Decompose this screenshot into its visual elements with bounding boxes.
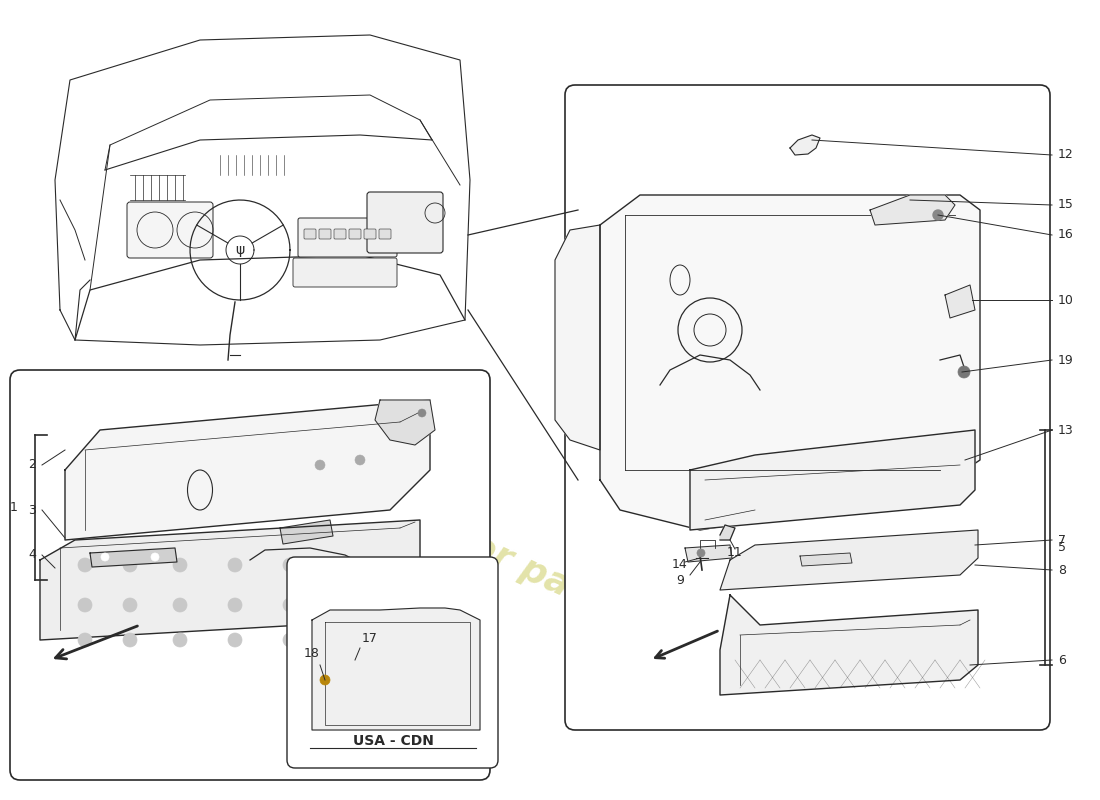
Text: 17: 17 [362, 632, 378, 645]
FancyBboxPatch shape [364, 229, 376, 239]
Polygon shape [720, 595, 978, 695]
Circle shape [173, 633, 187, 647]
Circle shape [933, 210, 943, 220]
FancyBboxPatch shape [319, 229, 331, 239]
FancyBboxPatch shape [367, 192, 443, 253]
Polygon shape [600, 195, 980, 530]
Circle shape [173, 598, 187, 612]
Text: 14: 14 [672, 558, 688, 571]
Text: 19: 19 [1058, 354, 1074, 366]
Polygon shape [720, 525, 735, 540]
Polygon shape [375, 400, 434, 445]
Polygon shape [945, 285, 975, 318]
Circle shape [418, 409, 426, 417]
Circle shape [78, 598, 92, 612]
Text: 2: 2 [29, 458, 36, 471]
Text: ψ: ψ [235, 243, 244, 257]
Polygon shape [685, 545, 732, 562]
Text: 7: 7 [1058, 534, 1066, 546]
Circle shape [333, 633, 346, 647]
Text: 13: 13 [1058, 423, 1074, 437]
Text: USA - CDN: USA - CDN [353, 734, 433, 748]
Text: 4: 4 [29, 549, 36, 562]
Text: 16: 16 [1058, 229, 1074, 242]
Circle shape [333, 598, 346, 612]
FancyBboxPatch shape [304, 229, 316, 239]
Circle shape [697, 549, 705, 557]
FancyBboxPatch shape [298, 218, 397, 257]
Circle shape [333, 558, 346, 572]
Polygon shape [790, 135, 820, 155]
Circle shape [228, 633, 242, 647]
Text: a passion for parts since 1985: a passion for parts since 1985 [264, 434, 836, 726]
Text: 5: 5 [1058, 541, 1066, 554]
Circle shape [101, 553, 109, 561]
FancyBboxPatch shape [379, 229, 390, 239]
Text: 8: 8 [1058, 563, 1066, 577]
Text: 6: 6 [1058, 654, 1066, 666]
Polygon shape [280, 520, 333, 544]
Circle shape [283, 598, 297, 612]
Circle shape [283, 558, 297, 572]
Text: 18: 18 [304, 647, 320, 660]
Polygon shape [90, 548, 177, 567]
Circle shape [355, 455, 365, 465]
Circle shape [228, 558, 242, 572]
FancyBboxPatch shape [10, 370, 490, 780]
Circle shape [283, 633, 297, 647]
Text: 1: 1 [10, 501, 18, 514]
Circle shape [123, 598, 138, 612]
Circle shape [958, 366, 970, 378]
Circle shape [78, 633, 92, 647]
Polygon shape [65, 400, 430, 540]
Text: 9: 9 [676, 574, 684, 586]
Text: 10: 10 [1058, 294, 1074, 306]
Polygon shape [690, 430, 975, 530]
Text: 11: 11 [727, 546, 742, 558]
Polygon shape [800, 553, 852, 566]
Text: 15: 15 [1058, 198, 1074, 211]
Polygon shape [40, 520, 420, 640]
Circle shape [78, 558, 92, 572]
Circle shape [315, 460, 324, 470]
FancyBboxPatch shape [349, 229, 361, 239]
Circle shape [228, 598, 242, 612]
Circle shape [320, 675, 330, 685]
Circle shape [151, 553, 160, 561]
Circle shape [173, 558, 187, 572]
FancyBboxPatch shape [293, 258, 397, 287]
Polygon shape [556, 225, 600, 450]
FancyBboxPatch shape [334, 229, 346, 239]
Text: 12: 12 [1058, 149, 1074, 162]
Text: 3: 3 [29, 503, 36, 517]
FancyBboxPatch shape [565, 85, 1050, 730]
FancyBboxPatch shape [126, 202, 213, 258]
Circle shape [123, 558, 138, 572]
Polygon shape [870, 195, 955, 225]
Polygon shape [720, 530, 978, 590]
Polygon shape [312, 608, 480, 730]
FancyBboxPatch shape [287, 557, 498, 768]
Circle shape [123, 633, 138, 647]
